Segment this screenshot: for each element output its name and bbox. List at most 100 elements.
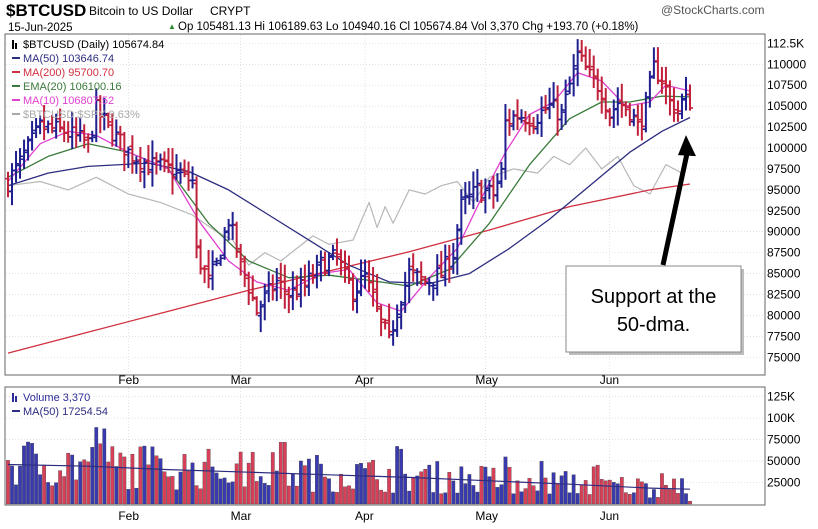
volume-bar (435, 461, 440, 505)
volume-bar (619, 477, 624, 505)
price-bar (189, 166, 196, 189)
price-bar (482, 178, 489, 214)
price-bar (161, 151, 168, 173)
volume-bar (648, 497, 652, 505)
volume-bar (635, 478, 640, 505)
price-bar (21, 139, 28, 169)
price-bar (602, 88, 609, 120)
price-bar (374, 274, 381, 313)
volume-legend-label: MA(50) 17254.54 (23, 406, 108, 418)
price-bar (534, 114, 541, 135)
price-bar (454, 224, 461, 275)
volume-bar (319, 463, 323, 505)
price-bar (418, 261, 425, 286)
price-bar (378, 304, 385, 337)
price-bar (538, 96, 545, 137)
price-tick-label: 90000 (767, 225, 801, 239)
price-bar (382, 318, 389, 330)
price-bar (386, 303, 393, 339)
price-bar (281, 264, 288, 309)
price-bar (478, 179, 485, 203)
price-bar (558, 103, 565, 130)
volume-bar (483, 466, 488, 505)
price-bar (185, 161, 192, 191)
volume-bar (214, 472, 219, 505)
price-bar (57, 108, 64, 133)
price-legend-label: MA(10) 106807.52 (23, 95, 114, 107)
price-panel-frame (4, 33, 766, 376)
price-bar (658, 66, 665, 94)
price-bar (25, 136, 32, 161)
volume-bar (455, 492, 460, 505)
volume-bar (66, 452, 71, 505)
volume-bar (688, 500, 692, 505)
volume-bar (146, 464, 151, 505)
volume-bar (383, 491, 387, 505)
volume-bar (110, 446, 115, 505)
price-bar (634, 104, 641, 136)
volume-tick-label: 125K (767, 390, 795, 404)
price-bar (466, 181, 473, 205)
volume-bar (307, 458, 311, 505)
volume-bar (98, 443, 103, 505)
volume-bar (611, 482, 616, 505)
price-bar (97, 95, 104, 134)
price-bar (173, 154, 180, 181)
price-bar (687, 84, 693, 111)
price-bar (269, 274, 276, 301)
volume-bar (343, 486, 347, 505)
price-bar (434, 254, 441, 296)
volume-bar (90, 447, 95, 505)
price-bar (249, 275, 256, 302)
price-bar (77, 117, 84, 142)
price-legend-label: $BTCUSD:$SPX 9.63% (23, 109, 140, 121)
volume-bar (50, 485, 54, 505)
price-tick-label: 97500 (767, 162, 801, 176)
volume-bar (315, 455, 319, 505)
price-legend-label: MA(50) 103646.74 (23, 53, 114, 65)
volume-bar (270, 452, 275, 505)
volume-bar (487, 476, 492, 505)
volume-bar (54, 482, 58, 505)
volume-bar (547, 493, 552, 505)
volume-bar (82, 459, 87, 505)
volume-bar (294, 485, 299, 505)
volume-bar (274, 470, 279, 505)
volume-bar (222, 477, 227, 505)
volume-bar (627, 494, 632, 505)
volume-bar (535, 490, 540, 505)
price-bar (217, 254, 224, 266)
price-bar (285, 286, 292, 314)
price-bar (474, 169, 481, 202)
volume-bar (391, 492, 395, 505)
price-tick-label: 112.5K (767, 36, 804, 50)
price-bar (209, 250, 216, 291)
volume-bar (242, 486, 247, 505)
price-bar (550, 82, 557, 109)
volume-bar (375, 479, 379, 505)
price-bar (241, 255, 248, 288)
price-bar (29, 121, 36, 151)
price-bar (41, 105, 48, 141)
price-bar (394, 304, 401, 337)
month-tick-label: Apr (355, 509, 374, 523)
annotation-box (565, 265, 742, 353)
price-bar (257, 300, 264, 333)
month-tick-label: Apr (355, 373, 374, 387)
price-bar (678, 93, 685, 120)
price-bar (422, 275, 429, 286)
volume-bar (303, 465, 307, 505)
volume-bar (684, 493, 688, 505)
volume-tick-label: 50000 (767, 454, 801, 468)
price-bar (582, 46, 589, 71)
price-tick-label: 105000 (767, 99, 807, 113)
price-bar (490, 175, 497, 209)
volume-bar (475, 491, 480, 505)
volume-bar (38, 474, 42, 505)
volume-bar (114, 466, 119, 505)
price-bar (165, 147, 172, 174)
price-bar (510, 110, 517, 131)
volume-bar (371, 459, 375, 505)
volume-bar (603, 480, 608, 505)
